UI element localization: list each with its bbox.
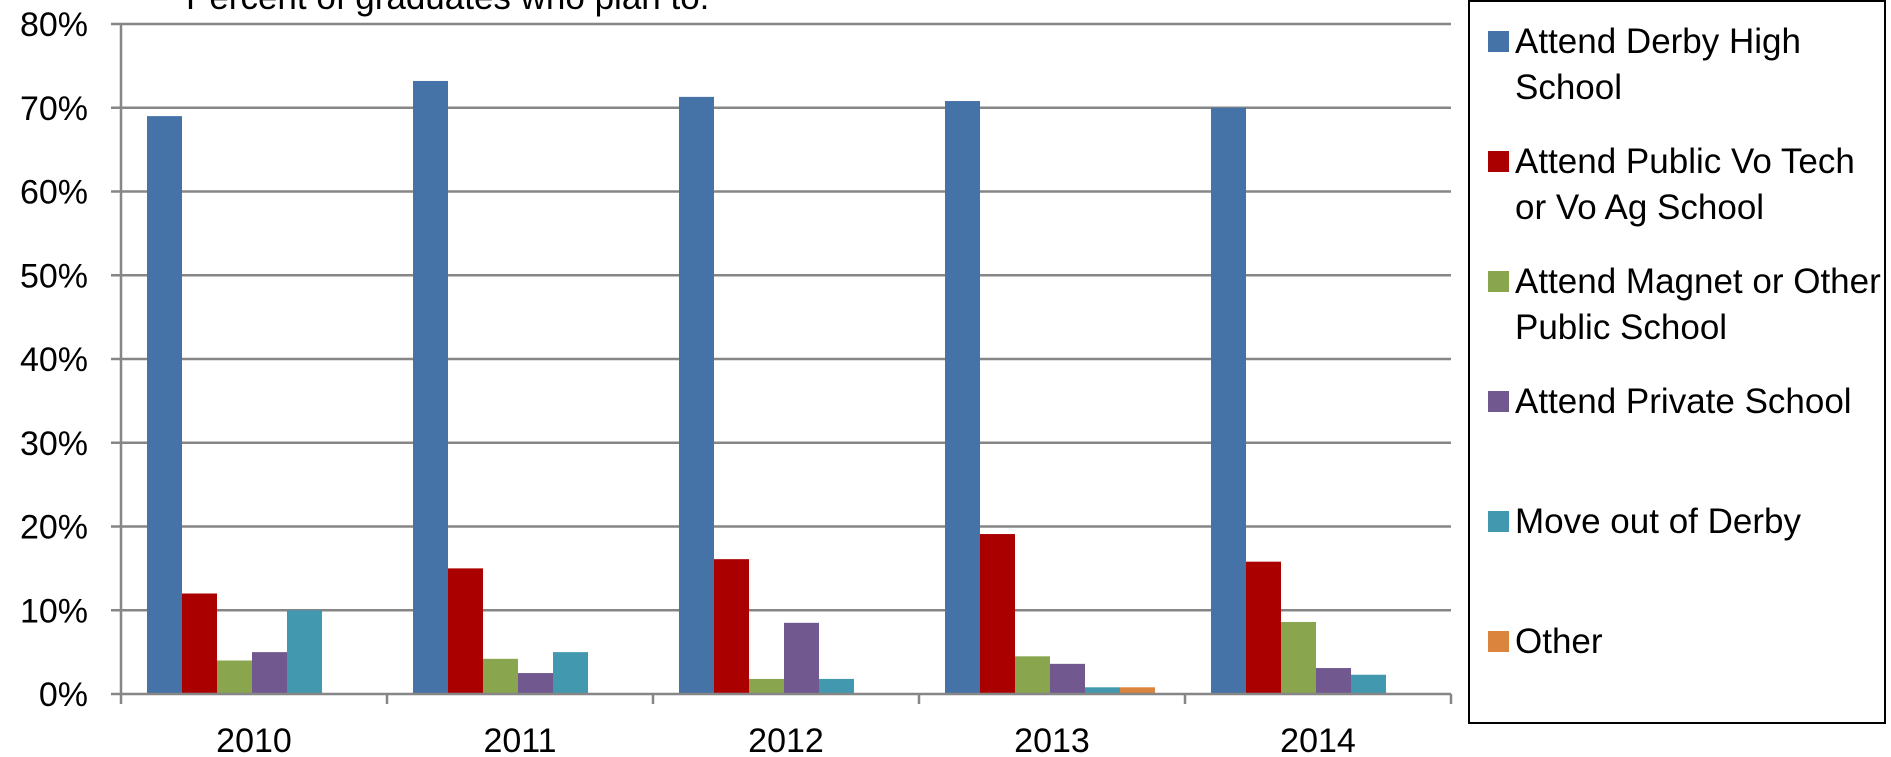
legend-swatch	[1488, 631, 1509, 652]
x-tick-label: 2013	[1014, 722, 1090, 757]
bar	[147, 116, 182, 694]
y-tick-label: 50%	[20, 257, 88, 295]
legend-label: Attend Magnet or Other Public School	[1515, 262, 1881, 347]
bar	[413, 80, 448, 694]
bar	[1085, 687, 1120, 694]
bar	[182, 593, 217, 694]
bar	[980, 534, 1015, 694]
x-tick-label: 2014	[1280, 722, 1356, 757]
x-tick-label: 2011	[483, 722, 556, 757]
y-tick-label: 30%	[20, 425, 88, 463]
legend-swatch	[1488, 391, 1509, 412]
bar	[1281, 621, 1316, 694]
bar	[1246, 561, 1281, 694]
bar	[1316, 668, 1351, 694]
bar	[217, 660, 252, 694]
bar	[749, 678, 784, 694]
legend-label: Move out of Derby	[1515, 502, 1801, 541]
bar	[483, 658, 518, 694]
bar	[679, 96, 714, 695]
legend-swatch	[1488, 511, 1509, 532]
bars	[147, 80, 1386, 695]
x-tick-label: 2010	[216, 722, 292, 757]
bar	[1050, 663, 1085, 694]
legend-item-vo-tech: Attend Public Vo Tech or Vo Ag School	[1488, 139, 1884, 231]
legend-item-private: Attend Private School	[1488, 379, 1884, 425]
bar	[819, 678, 854, 694]
legend-item-derby-high: Attend Derby High School	[1488, 19, 1884, 111]
legend-item-other: Other	[1488, 619, 1884, 665]
y-tick-label: 40%	[20, 341, 88, 379]
bar	[448, 568, 483, 694]
legend-label: Attend Public Vo Tech or Vo Ag School	[1515, 142, 1855, 227]
chart-title: Percent of graduates who plan to:	[186, 0, 709, 18]
y-tick-label: 0%	[39, 676, 88, 714]
bar	[945, 101, 980, 695]
bar	[518, 673, 553, 694]
legend-label: Other	[1515, 622, 1603, 661]
y-tick-labels: 0% 10% 20% 30% 40% 50% 60% 70% 80%	[20, 6, 88, 714]
legend-item-move-out: Move out of Derby	[1488, 499, 1884, 545]
legend-item-magnet: Attend Magnet or Other Public School	[1488, 259, 1884, 351]
y-tick-label: 20%	[20, 509, 88, 547]
axes	[111, 22, 1453, 704]
x-tick-labels: 2010 2011 2012 2013 2014	[216, 722, 1356, 757]
legend-swatch	[1488, 31, 1509, 52]
y-tick-label: 60%	[20, 174, 88, 212]
bar	[252, 652, 287, 694]
bar	[1015, 656, 1050, 694]
gridlines	[121, 22, 1451, 612]
legend: Attend Derby High School Attend Public V…	[1468, 0, 1886, 724]
bar	[287, 610, 322, 694]
legend-label: Attend Derby High School	[1515, 22, 1801, 107]
bar	[553, 652, 588, 694]
y-tick-label: 70%	[20, 90, 88, 128]
bar	[1351, 674, 1386, 694]
legend-swatch	[1488, 151, 1509, 172]
y-tick-label: 10%	[20, 592, 88, 630]
x-tick-label: 2012	[748, 722, 824, 757]
legend-swatch	[1488, 271, 1509, 292]
legend-label: Attend Private School	[1515, 382, 1852, 421]
bar	[1120, 687, 1155, 694]
y-tick-label: 80%	[20, 6, 88, 44]
bar	[784, 622, 819, 694]
bar	[1211, 107, 1246, 694]
bar	[714, 559, 749, 694]
